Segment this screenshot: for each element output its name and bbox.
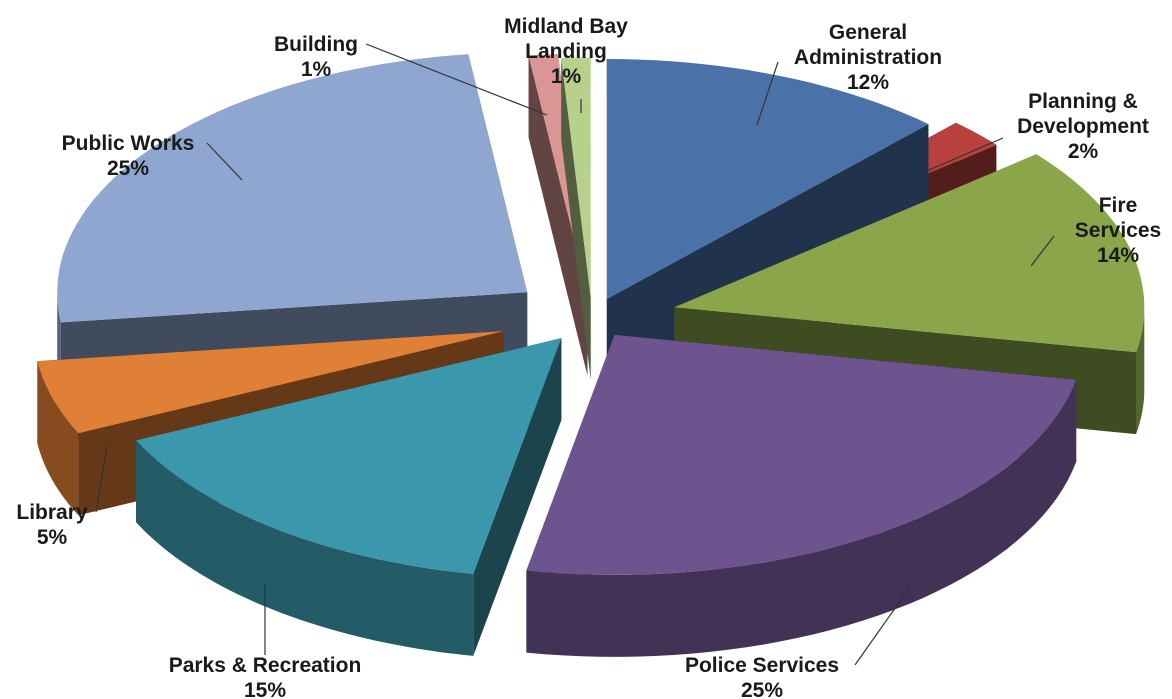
slice-name-label: Public Works (62, 132, 195, 155)
slice-percent-label: 2% (1068, 140, 1099, 163)
slice-percent-label: 15% (244, 679, 286, 699)
slice-name-label: Development (1017, 115, 1149, 138)
slice-percent-label: 1% (551, 65, 582, 88)
slice-name-label: Midland Bay (504, 15, 628, 38)
slice-name-label: Planning & (1028, 90, 1138, 113)
slice-name-label: Services (1075, 219, 1161, 242)
slice-side-police-services (526, 334, 1077, 657)
leader-line (206, 142, 243, 181)
slice-general-administration (606, 59, 929, 300)
slice-name-label: General (829, 21, 907, 44)
slice-parks-and-recreation (136, 338, 562, 574)
slice-percent-label: 14% (1097, 244, 1139, 267)
slice-name-label: Building (274, 33, 358, 56)
slice-name-label: Police Services (685, 654, 839, 677)
slice-percent-label: 25% (741, 679, 783, 699)
leader-line (95, 445, 108, 513)
leader-line (1030, 235, 1055, 267)
slice-name-label: Parks & Recreation (169, 654, 362, 677)
slice-side-midland-bay-landing (561, 57, 591, 380)
slice-percent-label: 12% (847, 71, 889, 94)
slice-name-label: Landing (525, 40, 607, 63)
slice-library (37, 331, 504, 434)
leader-line (756, 61, 779, 126)
slice-percent-label: 25% (107, 157, 149, 180)
slice-midland-bay-landing (561, 57, 591, 298)
slice-fire-services (674, 154, 1145, 353)
slice-percent-label: 1% (301, 58, 332, 81)
slice-name-label: Library (16, 501, 88, 524)
slice-percent-label: 5% (37, 526, 68, 549)
leader-line (921, 137, 1004, 174)
leader-line (365, 43, 548, 116)
pie-slices (37, 54, 1145, 657)
slice-side-parks-and-recreation (136, 338, 562, 656)
slice-police-services (526, 334, 1077, 575)
slice-public-works (57, 54, 528, 323)
leader-line (854, 586, 911, 666)
slice-name-label: Fire (1099, 194, 1138, 217)
slice-name-label: Administration (794, 46, 942, 69)
